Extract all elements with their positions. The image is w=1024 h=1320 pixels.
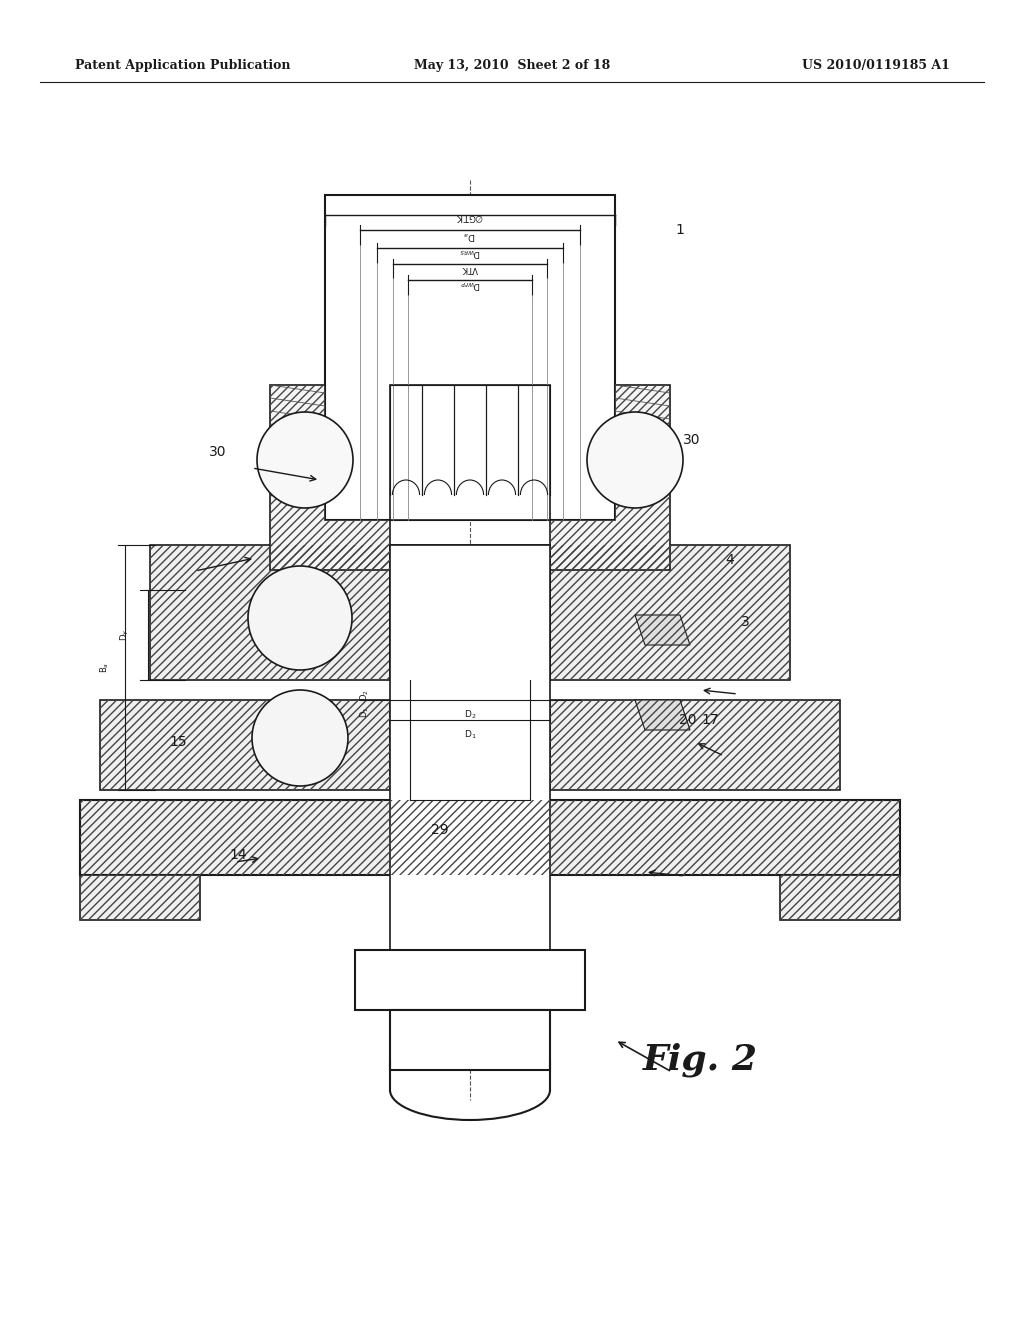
Text: 17: 17 <box>701 713 719 727</box>
Text: B$_a$: B$_a$ <box>98 661 112 672</box>
Polygon shape <box>550 545 790 680</box>
Circle shape <box>587 412 683 508</box>
Text: 30: 30 <box>683 433 700 447</box>
Circle shape <box>248 566 352 671</box>
Text: 3: 3 <box>740 615 750 630</box>
Text: D$_1$: D$_1$ <box>464 729 476 742</box>
Text: 15: 15 <box>169 735 186 748</box>
Text: 14: 14 <box>229 847 247 862</box>
Text: $\varnothing$GTK: $\varnothing$GTK <box>456 213 484 223</box>
Text: US 2010/0119185 A1: US 2010/0119185 A1 <box>802 59 950 73</box>
Polygon shape <box>635 700 690 730</box>
Text: D$_Y$: D$_Y$ <box>119 628 131 642</box>
Polygon shape <box>270 385 390 570</box>
Text: May 13, 2010  Sheet 2 of 18: May 13, 2010 Sheet 2 of 18 <box>414 59 610 73</box>
Polygon shape <box>80 800 900 875</box>
Text: D$_2$: D$_2$ <box>464 709 476 721</box>
Circle shape <box>252 690 348 785</box>
Bar <box>355 950 585 1010</box>
Bar <box>390 385 550 520</box>
Text: VTK: VTK <box>462 264 478 272</box>
Text: Patent Application Publication: Patent Application Publication <box>75 59 291 73</box>
Polygon shape <box>550 700 840 789</box>
Circle shape <box>257 412 353 508</box>
Polygon shape <box>150 545 390 680</box>
Polygon shape <box>635 615 690 645</box>
Polygon shape <box>80 875 200 920</box>
Text: D$_{WRS}$: D$_{WRS}$ <box>459 246 481 259</box>
Text: Fig. 2: Fig. 2 <box>642 1043 758 1077</box>
Bar <box>390 545 550 680</box>
Bar <box>325 195 615 520</box>
Text: D$_{WFP}$: D$_{WFP}$ <box>460 277 480 290</box>
Polygon shape <box>100 700 390 789</box>
Bar <box>390 545 550 950</box>
Text: 1: 1 <box>676 223 684 238</box>
Text: 29: 29 <box>431 822 449 837</box>
Text: 4: 4 <box>726 553 734 568</box>
Polygon shape <box>550 385 670 570</box>
Bar <box>390 1010 550 1071</box>
Text: D$_1$: D$_1$ <box>358 706 372 718</box>
Text: D$_2$: D$_2$ <box>358 689 372 701</box>
Text: D$_a$: D$_a$ <box>464 228 476 242</box>
Text: 20: 20 <box>679 713 696 727</box>
Polygon shape <box>780 875 900 920</box>
Text: 30: 30 <box>209 445 226 459</box>
